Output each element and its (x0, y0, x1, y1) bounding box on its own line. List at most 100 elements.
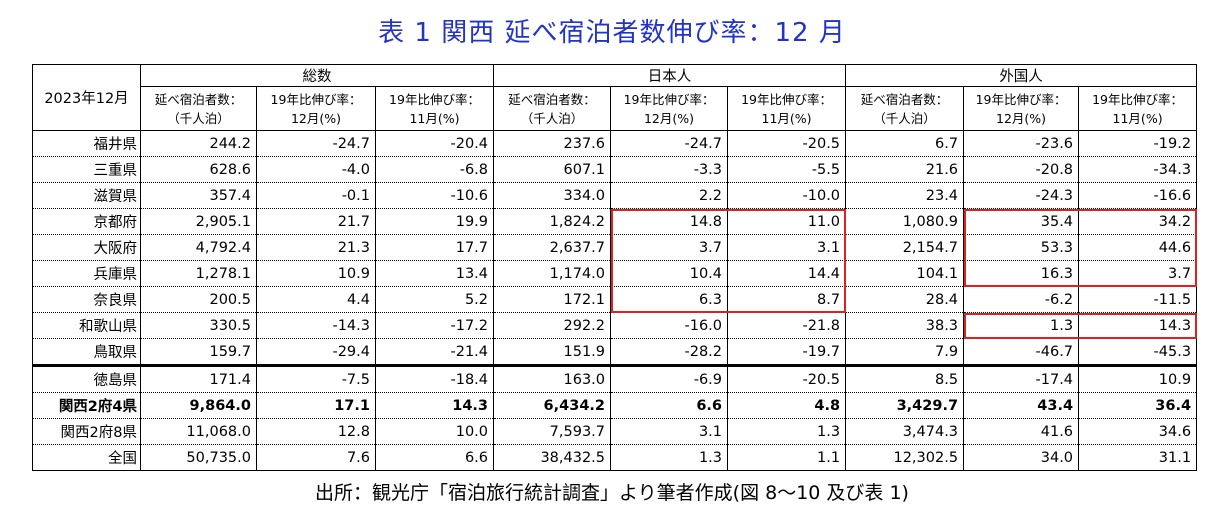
cell: 53.3 (963, 234, 1080, 261)
cell: 4.4 (256, 286, 376, 313)
column-header: 19年比伸び率： 12月(%) (963, 86, 1080, 131)
cell: 3.1 (727, 234, 847, 261)
cell: 44.6 (1078, 234, 1198, 261)
column-header-line: （千人泊） (520, 110, 584, 126)
cell: 6.6 (610, 392, 729, 419)
data-row: 関西2府4県 9,864.0 17.1 14.3 6,434.2 6.6 4.8 3,429.… (32, 392, 1198, 419)
cell: 8.7 (727, 286, 847, 313)
cell: 7,593.7 (493, 418, 612, 445)
row-label: 奈良県 (32, 286, 141, 313)
column-header-line: 12月(%) (996, 110, 1047, 126)
cell: 12,302.5 (845, 444, 965, 471)
cell: -7.5 (256, 364, 376, 393)
column-header-line: 11月(%) (1112, 110, 1163, 126)
cell: 6.3 (610, 286, 729, 313)
row-label: 全国 (32, 444, 141, 471)
cell: -24.3 (963, 182, 1080, 209)
data-row: 滋賀県 357.4 -0.1 -10.6 334.0 2.2 -10.0 23.4 -24.3-… (32, 182, 1198, 209)
cell: 8.5 (845, 364, 965, 393)
cell: 10.4 (610, 260, 729, 287)
data-table: 2023年12月 総数 日本人 外国人 延べ宿泊者数： （千人泊） 19年比伸び率： 12月(… (32, 64, 1198, 471)
subheader-row: 延べ宿泊者数： （千人泊） 19年比伸び率： 12月(%) 19年比伸び率： 11月(%)… (33, 86, 1198, 131)
cell: -20.4 (374, 130, 495, 157)
cell: 6,434.2 (493, 392, 612, 419)
cell: 7.6 (256, 444, 376, 471)
cell: 50,735.0 (140, 444, 257, 471)
data-row: 兵庫県 1,278.1 10.9 13.4 1,174.0 10.4 14.4 104.1 16… (32, 260, 1198, 287)
cell: -6.8 (374, 156, 495, 183)
cell: 357.4 (140, 182, 257, 209)
column-header-line: 19年比伸び率： (270, 91, 362, 107)
column-header-line: 延べ宿泊者数： (860, 91, 949, 107)
cell: 11,068.0 (140, 418, 257, 445)
cell: 1.3 (610, 444, 729, 471)
cell: 31.1 (1078, 444, 1198, 471)
cell: 4.8 (727, 392, 847, 419)
row-label: 和歌山県 (32, 312, 141, 339)
cell: 28.4 (845, 286, 965, 313)
cell: -16.6 (1078, 182, 1198, 209)
column-header-line: 19年比伸び率： (741, 91, 832, 107)
cell: 7.9 (845, 338, 965, 366)
cell: -0.1 (256, 182, 376, 209)
cell: 12.8 (256, 418, 376, 445)
cell: 9,864.0 (140, 392, 257, 419)
cell: 17.1 (256, 392, 376, 419)
column-header-line: 12月(%) (643, 110, 695, 126)
cell: 3.1 (610, 418, 729, 445)
cell: -21.4 (374, 338, 495, 366)
cell: 19.9 (374, 208, 495, 235)
cell: -19.7 (727, 338, 847, 366)
corner-header: 2023年12月 (32, 64, 141, 131)
data-row: 和歌山県 330.5 -14.3 -17.2 292.2 -16.0 -21.8 38.3 1.… (32, 312, 1198, 339)
cell: -21.8 (727, 312, 847, 339)
cell: 171.4 (140, 364, 257, 393)
cell: 2,154.7 (845, 234, 965, 261)
cell: 13.4 (374, 260, 495, 287)
row-label: 京都府 (32, 208, 141, 235)
cell: -24.7 (610, 130, 729, 157)
cell: 16.3 (963, 260, 1080, 287)
cell: 628.6 (140, 156, 257, 183)
cell: 10.0 (374, 418, 495, 445)
column-header: 19年比伸び率： 12月(%) (610, 86, 729, 131)
data-row: 福井県 244.2 -24.7 -20.4 237.6 -24.7 -20.5 6.7 -23.… (32, 130, 1198, 157)
cell: 10.9 (1078, 364, 1198, 393)
cell: -10.6 (374, 182, 495, 209)
cell: 292.2 (493, 312, 612, 339)
cell: -28.2 (610, 338, 729, 366)
cell: 14.3 (1078, 312, 1198, 339)
column-header-line: （千人泊） (873, 110, 936, 126)
column-header: 19年比伸び率： 11月(%) (374, 86, 495, 131)
column-header: 19年比伸び率： 11月(%) (727, 86, 847, 131)
cell: -34.3 (1078, 156, 1198, 183)
title: 表 1 関西 延べ宿泊者数伸び率：12 月 (378, 18, 846, 48)
row-label: 鳥取県 (32, 338, 141, 366)
cell: 2,637.7 (493, 234, 612, 261)
cell: 6.7 (845, 130, 965, 157)
cell: -6.9 (610, 364, 729, 393)
group-header: 外国人 (845, 64, 1198, 87)
cell: 36.4 (1078, 392, 1198, 419)
cell: 237.6 (493, 130, 612, 157)
group-header: 日本人 (493, 64, 847, 87)
cell: 2,905.1 (140, 208, 257, 235)
cell: 1.1 (727, 444, 847, 471)
cell: 38,432.5 (493, 444, 612, 471)
cell: 34.0 (963, 444, 1080, 471)
column-header-line: 11月(%) (409, 110, 460, 126)
cell: 35.4 (963, 208, 1080, 235)
row-label: 徳島県 (32, 364, 141, 393)
cell: 3.7 (1078, 260, 1198, 287)
data-row: 関西2府8県 11,068.0 12.8 10.0 7,593.7 3.1 1.3 3,474… (32, 418, 1198, 445)
cell: -20.8 (963, 156, 1080, 183)
cell: -46.7 (963, 338, 1080, 366)
cell: 1,278.1 (140, 260, 257, 287)
data-row: 三重県 628.6 -4.0 -6.8 607.1 -3.3 -5.5 21.6 -20.8 -3… (32, 156, 1198, 183)
cell: 3,429.7 (845, 392, 965, 419)
cell: -4.0 (256, 156, 376, 183)
cell: 6.6 (374, 444, 495, 471)
cell: -29.4 (256, 338, 376, 366)
cell: -20.5 (727, 130, 847, 157)
